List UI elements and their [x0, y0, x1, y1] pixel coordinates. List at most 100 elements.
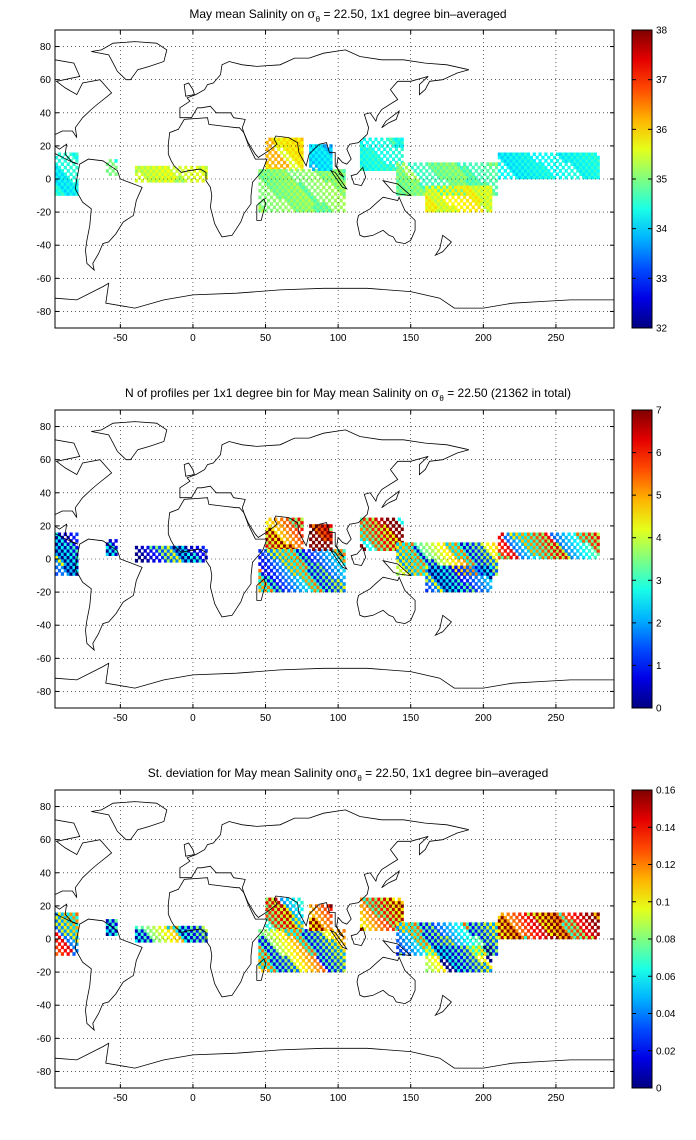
data-cell [313, 932, 317, 936]
data-cell [445, 559, 449, 563]
data-cell [486, 182, 490, 186]
data-cell [280, 917, 284, 922]
data-cell [140, 925, 144, 930]
data-cell [371, 140, 375, 145]
data-cell [402, 945, 406, 950]
data-cell [431, 195, 435, 200]
data-cell [152, 939, 156, 943]
data-cell [316, 185, 320, 190]
data-cell [330, 942, 335, 946]
data-cell [69, 572, 73, 576]
data-cell [428, 179, 432, 183]
data-cell [371, 530, 375, 535]
data-cell [582, 162, 586, 166]
data-cell [460, 542, 464, 546]
data-cell [526, 935, 531, 940]
data-cell [410, 568, 414, 573]
data-cell [272, 185, 276, 190]
data-cell [494, 562, 499, 566]
data-cell [362, 530, 366, 535]
data-cell [316, 582, 320, 586]
data-cell [538, 535, 542, 540]
data-cell [567, 555, 571, 560]
data-cell [163, 169, 168, 173]
data-cell [489, 179, 493, 183]
data-cell [558, 155, 562, 160]
data-cell [72, 935, 76, 940]
data-cell [304, 192, 308, 196]
data-cell [465, 175, 470, 180]
data-cell [558, 919, 562, 923]
data-cell [494, 942, 499, 946]
data-cell [359, 917, 364, 922]
data-cell [585, 545, 589, 550]
y-tick-label: -40 [37, 621, 52, 632]
data-cell [471, 955, 475, 960]
data-cell [291, 537, 295, 542]
data-cell [57, 922, 62, 926]
data-cell [149, 549, 153, 553]
data-cell [319, 932, 323, 936]
data-cell [359, 144, 364, 148]
data-cell [463, 575, 467, 580]
data-cell [261, 935, 265, 940]
data-cell [316, 578, 320, 583]
data-cell [328, 939, 332, 943]
data-cell [293, 185, 297, 190]
data-cell [561, 912, 565, 917]
data-cell [547, 155, 551, 160]
data-cell [561, 152, 565, 157]
data-cell [291, 524, 295, 528]
data-cell [570, 935, 574, 940]
data-cell [471, 192, 475, 196]
data-cell [60, 188, 64, 193]
data-cell [457, 202, 461, 206]
data-cell [69, 545, 73, 550]
data-cell [486, 192, 490, 196]
data-cell [436, 945, 441, 950]
data-cell [342, 929, 346, 933]
data-cell [480, 185, 484, 190]
data-cell [287, 195, 291, 200]
data-cell [567, 172, 571, 176]
data-cell [330, 945, 335, 950]
data-cell [278, 932, 282, 936]
data-cell [388, 137, 393, 142]
data-cell [532, 542, 536, 546]
data-cell [451, 549, 455, 553]
data-cell [60, 912, 64, 917]
data-cell [474, 568, 478, 573]
data-cell [274, 910, 278, 915]
data-cell [258, 935, 262, 940]
data-cell [506, 555, 510, 560]
data-cell [333, 948, 337, 953]
data-cell [63, 545, 67, 550]
data-cell [463, 559, 467, 563]
y-tick-label: 40 [40, 108, 52, 119]
data-cell [477, 559, 481, 563]
data-cell [524, 162, 528, 166]
data-cell [404, 935, 409, 940]
data-cell [72, 915, 76, 920]
data-cell [404, 555, 409, 560]
data-cell [579, 929, 583, 933]
data-cell [483, 942, 487, 946]
data-cell [281, 195, 285, 200]
data-cell [195, 929, 199, 933]
data-cell [573, 935, 577, 940]
data-cell [471, 958, 475, 963]
data-cell [428, 578, 432, 583]
data-cell [573, 545, 577, 550]
data-cell [134, 169, 139, 173]
data-cell [439, 932, 443, 936]
data-cell [492, 932, 496, 936]
data-cell [281, 968, 285, 973]
data-cell [265, 160, 269, 165]
data-cell [57, 562, 62, 566]
data-cell [313, 952, 317, 956]
data-cell [480, 542, 484, 546]
data-cell [329, 540, 333, 545]
data-cell [75, 929, 79, 933]
data-cell [431, 559, 435, 563]
data-cell [359, 537, 364, 542]
